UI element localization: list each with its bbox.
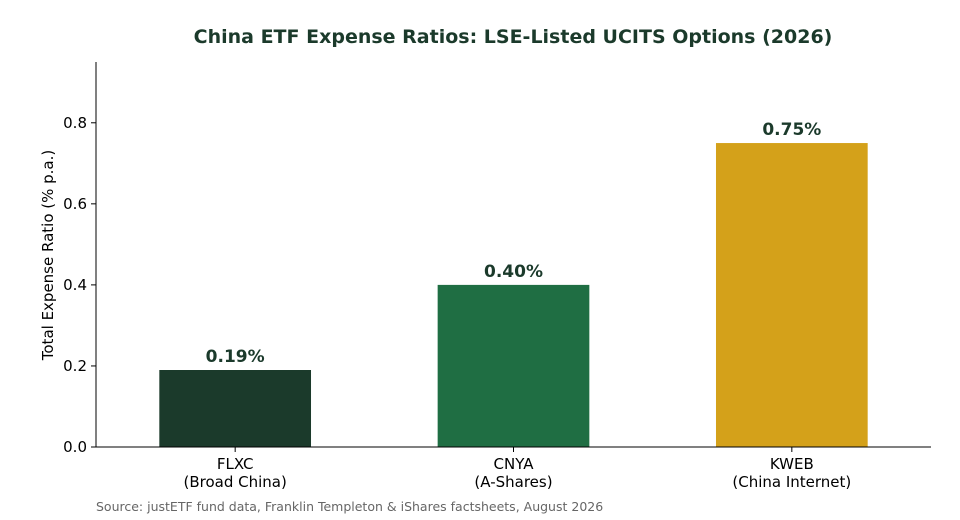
- y-axis-label: Total Expense Ratio (% p.a.): [39, 150, 57, 361]
- y-tick-label: 0.0: [63, 438, 87, 456]
- x-tick-label-ticker: KWEB: [770, 455, 814, 473]
- bar-cnya: [437, 284, 590, 447]
- data-label-kweb: 0.75%: [762, 120, 821, 140]
- x-tick-label-ticker: CNYA: [494, 455, 535, 473]
- x-tick-label-desc: (A-Shares): [474, 473, 552, 491]
- y-tick-label: 0.4: [63, 276, 87, 294]
- data-label-flxc: 0.19%: [206, 347, 265, 367]
- bar-kweb: [715, 143, 868, 448]
- y-tick-label: 0.6: [63, 195, 87, 213]
- data-label-cnya: 0.40%: [484, 262, 543, 282]
- chart-title: China ETF Expense Ratios: LSE-Listed UCI…: [194, 26, 833, 48]
- x-tick-label-ticker: FLXC: [217, 455, 254, 473]
- source-note: Source: justETF fund data, Franklin Temp…: [96, 499, 603, 514]
- plot-area: 0.19% FLXC(Broad China) 0.40% CNYA(A-Shares…: [63, 62, 931, 491]
- y-tick-label: 0.8: [63, 114, 87, 132]
- bar-flxc: [159, 370, 312, 447]
- x-tick-label-desc: (China Internet): [732, 473, 851, 491]
- x-tick-label-desc: (Broad China): [183, 473, 286, 491]
- y-tick-label: 0.2: [63, 357, 87, 375]
